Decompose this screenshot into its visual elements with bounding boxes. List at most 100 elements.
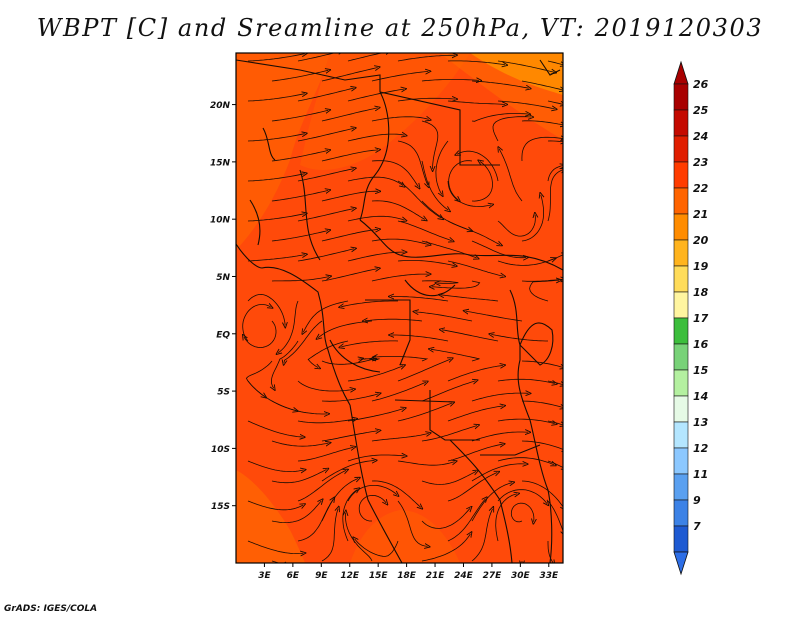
streamline bbox=[271, 231, 328, 242]
streamline bbox=[271, 400, 327, 414]
streamline bbox=[435, 140, 449, 194]
streamline bbox=[371, 238, 429, 244]
streamline bbox=[397, 461, 455, 466]
colorbar-label: 20 bbox=[693, 234, 709, 247]
latitude-axis: 20N 15N 10N 5N EQ 5S 10S 15S bbox=[210, 101, 236, 512]
map-title: WBPT [C] and Sreamline at 250hPa, VT: 20… bbox=[36, 14, 764, 42]
streamline bbox=[247, 134, 305, 142]
colorbar-swatch bbox=[673, 135, 689, 163]
country-border bbox=[236, 59, 381, 92]
streamline bbox=[447, 444, 503, 462]
streamline bbox=[521, 80, 563, 90]
colorbar-label: 24 bbox=[693, 130, 708, 143]
colorbar-swatch bbox=[673, 109, 689, 137]
streamlines bbox=[242, 53, 563, 563]
streamline bbox=[421, 534, 470, 562]
streamline bbox=[247, 174, 305, 182]
country-border bbox=[299, 169, 321, 261]
country-border bbox=[519, 322, 554, 366]
streamline bbox=[499, 149, 523, 202]
streamline bbox=[271, 560, 287, 563]
country-border bbox=[262, 127, 276, 161]
colorbar-label: 9 bbox=[693, 494, 701, 507]
colorbar-label: 17 bbox=[693, 312, 709, 325]
streamline bbox=[421, 471, 476, 485]
streamline bbox=[397, 55, 455, 62]
colorbar-label: 7 bbox=[693, 520, 701, 533]
colorbar-swatch bbox=[673, 317, 689, 345]
streamline bbox=[321, 229, 378, 242]
colorbar-label: 12 bbox=[693, 442, 709, 455]
streamline bbox=[521, 440, 563, 450]
streamline bbox=[371, 160, 418, 187]
streamline bbox=[347, 176, 403, 185]
lon-label: 27E bbox=[483, 571, 503, 581]
country-border bbox=[365, 299, 411, 366]
colorbar-swatch bbox=[673, 213, 689, 241]
colorbar-label: 22 bbox=[693, 182, 709, 195]
map-border bbox=[235, 52, 564, 564]
streamline bbox=[247, 255, 305, 262]
streamline bbox=[447, 180, 491, 207]
streamline bbox=[247, 420, 303, 437]
lat-label: 15N bbox=[210, 158, 231, 168]
streamline bbox=[431, 349, 480, 362]
country-border bbox=[379, 91, 500, 166]
streamline bbox=[303, 300, 349, 332]
streamline bbox=[365, 319, 423, 321]
streamline bbox=[521, 120, 563, 125]
lat-label: 15S bbox=[211, 502, 230, 512]
country-border bbox=[236, 243, 351, 406]
colorbar-swatch bbox=[673, 525, 689, 553]
streamline bbox=[421, 381, 476, 402]
colorbar-swatch bbox=[673, 447, 689, 475]
streamline bbox=[355, 539, 399, 557]
streamline bbox=[321, 191, 378, 202]
streamline bbox=[421, 281, 459, 284]
streamline bbox=[447, 365, 503, 382]
streamline bbox=[321, 394, 379, 402]
streamline bbox=[547, 141, 563, 142]
streamline bbox=[421, 160, 448, 210]
streamline bbox=[247, 54, 305, 62]
streamline bbox=[244, 320, 277, 348]
lon-label: 12E bbox=[340, 571, 360, 581]
streamline bbox=[271, 190, 328, 202]
streamline bbox=[347, 215, 404, 221]
streamline bbox=[471, 432, 528, 442]
colorbar: 26 25 24 23 22 21 20 19 18 17 16 15 14 13 12 11 9 7 bbox=[673, 60, 709, 576]
lon-label: 33E bbox=[539, 571, 559, 581]
country-border bbox=[359, 91, 390, 221]
streamline bbox=[321, 269, 378, 282]
streamline bbox=[521, 480, 563, 508]
streamline bbox=[347, 89, 404, 102]
streamline bbox=[321, 68, 378, 82]
streamline bbox=[432, 280, 481, 288]
lon-label: 6E bbox=[287, 571, 300, 581]
streamline bbox=[297, 419, 355, 424]
colorbar-label: 23 bbox=[693, 156, 709, 169]
streamline bbox=[247, 540, 303, 554]
streamline bbox=[371, 71, 428, 82]
streamline bbox=[347, 455, 405, 462]
colorbar-swatch bbox=[673, 83, 689, 111]
lat-label: 10S bbox=[211, 445, 230, 455]
streamline bbox=[521, 195, 544, 242]
streamline bbox=[547, 460, 563, 468]
streamline bbox=[242, 305, 271, 342]
streamline bbox=[521, 400, 563, 408]
southwest-warm-region bbox=[236, 470, 305, 563]
streamline bbox=[397, 220, 452, 241]
streamline bbox=[495, 494, 517, 542]
lat-label: EQ bbox=[216, 330, 230, 340]
streamline bbox=[497, 259, 554, 266]
streamline bbox=[471, 393, 528, 402]
country-border bbox=[359, 219, 563, 271]
country-border bbox=[329, 339, 381, 373]
streamline bbox=[447, 406, 503, 422]
streamline bbox=[471, 464, 526, 482]
streamline bbox=[471, 114, 528, 122]
colorbar-label: 26 bbox=[693, 78, 709, 91]
streamline bbox=[447, 473, 497, 502]
